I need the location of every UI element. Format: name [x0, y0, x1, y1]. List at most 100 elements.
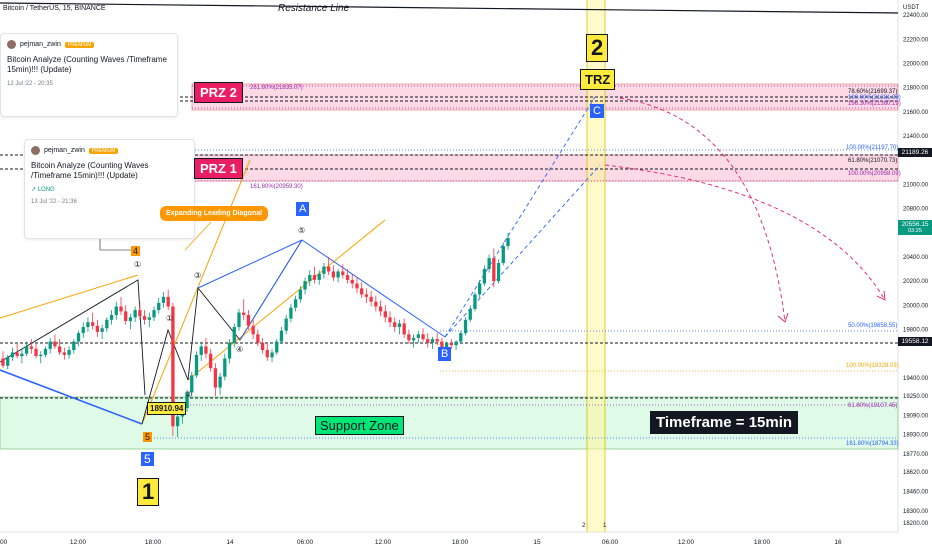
- price-tick-label: 21800.00: [903, 86, 929, 92]
- time-tick-label: 06:00: [297, 539, 314, 546]
- fib-label-100-purple: 100.00%(20958.09): [848, 171, 901, 177]
- price-tick-label: 18460.00: [903, 489, 929, 495]
- candle-body: [393, 322, 397, 328]
- fib-label-261-8: 261.80%(21835.07): [250, 85, 303, 91]
- candle-body: [227, 342, 232, 359]
- candle-body: [293, 299, 298, 308]
- candle-body: [279, 330, 284, 342]
- price-tick-label: 19090.00: [903, 413, 929, 419]
- candle-body: [251, 325, 255, 335]
- candle-body: [336, 271, 340, 278]
- candle-body: [430, 339, 435, 343]
- time-tick-label: 12:00: [375, 539, 392, 546]
- black-wave-line: [0, 279, 146, 396]
- diagonal-upper-line: [141, 159, 251, 425]
- candle-body: [53, 341, 57, 347]
- fib-label-161-8-purple: 161.80%(20959.30): [250, 184, 303, 190]
- candle-body: [48, 341, 52, 349]
- price-tick-label: 22200.00: [903, 37, 929, 43]
- candle-body: [237, 312, 241, 328]
- time-tick-label: 14: [226, 539, 234, 546]
- candle-body: [114, 306, 118, 315]
- candle-body: [275, 341, 279, 353]
- price-tick-label: 18620.00: [903, 470, 929, 476]
- idea-card-2[interactable]: pejman_zwin PREMIUM Bitcoin Analyze (Coun…: [24, 139, 195, 239]
- candle-body: [303, 281, 307, 290]
- candle-body: [289, 307, 293, 319]
- candle-body: [345, 275, 350, 280]
- candle-body: [171, 306, 175, 427]
- blue-trend-line: [0, 369, 143, 425]
- candle-body: [416, 334, 420, 338]
- candle-body: [388, 317, 392, 323]
- timeframe-label: Timeframe = 15min: [650, 411, 799, 434]
- candle-body: [260, 342, 265, 351]
- idea-card-1[interactable]: pejman_zwin PREMIUM Bitcoin Analyze (Coun…: [0, 33, 178, 117]
- candle-body: [161, 296, 166, 303]
- time-tick-label: 15: [533, 539, 541, 546]
- candle-body: [76, 333, 81, 342]
- channel-upper-line: [197, 239, 303, 289]
- candle-body: [199, 346, 203, 355]
- fib-label-50: 50.00%(19658.55): [848, 323, 898, 329]
- wave-c-label: C: [590, 104, 604, 118]
- candle-body: [331, 271, 336, 278]
- candle-body: [454, 341, 458, 346]
- channel-lower-line: [239, 239, 303, 341]
- card-date: 13 Jul '22 - 21:36: [31, 199, 77, 205]
- prz1-zone: [191, 154, 899, 182]
- bottom-mark-1: 1: [603, 523, 607, 529]
- subwave-1b-label: ①: [166, 314, 174, 323]
- wave-5-blue-label: 5: [141, 452, 154, 466]
- card-title: Bitcoin Analyze (Counting Waves /Timefra…: [31, 161, 149, 180]
- candle-body: [298, 289, 302, 300]
- candle-body: [194, 354, 199, 376]
- support-zone-label: Support Zone: [315, 416, 404, 435]
- time-tick-label: 18:00: [754, 539, 771, 546]
- candle-body: [397, 323, 402, 328]
- candle-body: [270, 352, 274, 358]
- time-tick-label: 18:00: [145, 539, 162, 546]
- candle-body: [72, 341, 76, 351]
- candle-body: [487, 258, 491, 270]
- author-name: pejman_zwin: [44, 147, 85, 154]
- candle-body: [256, 334, 260, 343]
- candle-body: [152, 310, 156, 318]
- price-tick-label: 21000.00: [903, 182, 929, 188]
- candle-body: [492, 258, 496, 282]
- time-tick-label: 12:00: [70, 539, 87, 546]
- candle-body: [383, 311, 387, 318]
- candle-body: [57, 346, 62, 353]
- time-tick-label: 00: [0, 539, 8, 546]
- fib-label-100-blue-b: 100.00%(21197.70): [846, 145, 899, 151]
- price-tick-label: 19250.00: [903, 394, 929, 400]
- candle-body: [421, 334, 425, 340]
- wave-a-to-b-line: [301, 239, 446, 338]
- wave-2-label: 2: [586, 34, 609, 62]
- low-price-label: 18910.94: [147, 402, 187, 415]
- diagonal-lower-line: [187, 219, 386, 381]
- candle-body: [468, 308, 472, 320]
- price-axis-ticks: 22400.00 22200.00 22000.00 21800.00 21600.00…: [903, 13, 929, 527]
- candle-body: [39, 354, 43, 357]
- price-tick-label: 20400.00: [903, 255, 929, 261]
- resistance-line: [0, 2, 899, 14]
- candle-body: [242, 312, 246, 315]
- fib-label-78-6: 78.60%(21699.37): [848, 89, 898, 95]
- price-axis-background[interactable]: [898, 0, 932, 550]
- candle-body: [133, 310, 137, 318]
- candle-body: [157, 302, 161, 311]
- candle-body: [435, 339, 439, 342]
- price-tick-label: 22000.00: [903, 61, 929, 67]
- price-tick-label: 21600.00: [903, 110, 929, 116]
- candle-body: [20, 353, 24, 357]
- price-tick-label: 18300.00: [903, 509, 929, 515]
- candle-body: [496, 262, 501, 282]
- candle-body: [284, 318, 288, 331]
- candle-body: [265, 350, 269, 358]
- subwave-2-label: ②: [185, 390, 193, 399]
- candle-body: [232, 327, 236, 343]
- candle-body: [378, 306, 383, 312]
